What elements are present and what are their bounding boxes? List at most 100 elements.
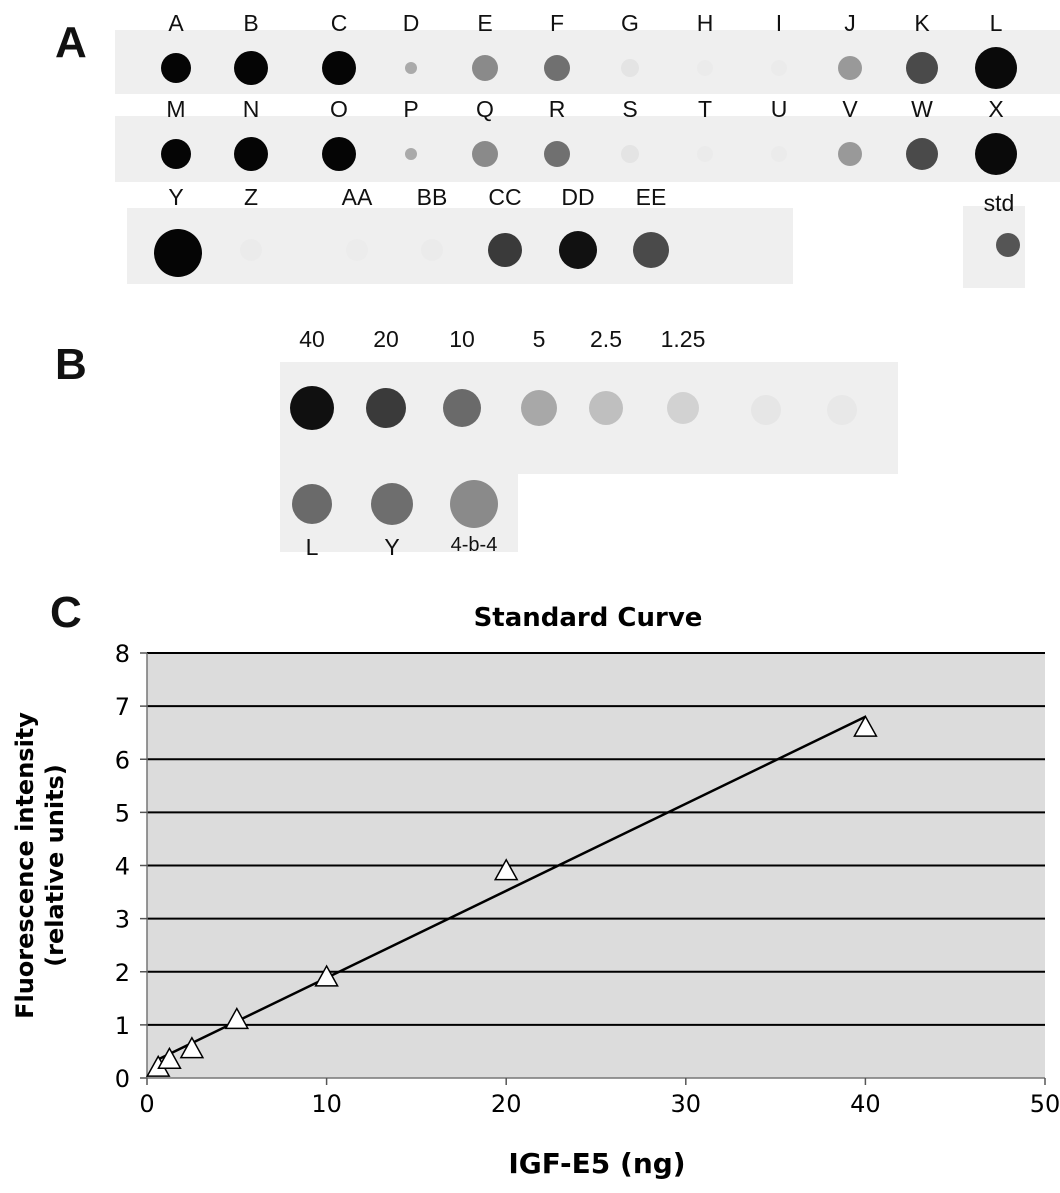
blot-a-label: L <box>989 10 1003 36</box>
blot-a-label: M <box>166 96 186 122</box>
blot-b-sample-dot <box>450 480 498 528</box>
x-tick-label: 50 <box>1030 1090 1060 1118</box>
y-tick-label: 1 <box>115 1012 130 1040</box>
blot-b-dilution-dot <box>443 389 481 427</box>
blot-a-label: C <box>330 10 348 36</box>
blot-a-dot <box>488 233 522 267</box>
blot-b-dilution-label: 2.5 <box>590 326 622 352</box>
blot-a-label: R <box>548 96 566 122</box>
blot-b-sample-label: Y <box>384 534 400 560</box>
blot-a-label: B <box>243 10 259 36</box>
y-tick-label: 8 <box>115 640 130 668</box>
blot-a-dot <box>697 146 713 162</box>
y-tick-label: 3 <box>115 906 130 934</box>
blot-b-dilution-label: 1.25 <box>660 326 706 352</box>
blot-a-dot <box>544 55 570 81</box>
blot-a-dot <box>240 239 262 261</box>
blot-b-dilution-label: 20 <box>373 326 399 352</box>
blot-a-dot <box>771 146 787 162</box>
blot-b-dilution-label: 10 <box>449 326 475 352</box>
panel-c-letter: C <box>50 588 82 637</box>
blot-a-std-dot <box>996 233 1020 257</box>
blot-a-strip-3 <box>127 208 793 284</box>
blot-a-dot <box>405 62 417 74</box>
blot-a-dot <box>472 55 498 81</box>
blot-a-label: O <box>330 96 348 122</box>
blot-a-dot <box>633 232 669 268</box>
blot-a-dot <box>421 239 443 261</box>
y-tick-label: 5 <box>115 799 130 827</box>
blot-a-dot <box>621 59 639 77</box>
blot-a-dot <box>154 229 202 277</box>
y-axis-label: Fluorescence intensity(relative units) <box>11 712 69 1019</box>
blot-a-label: Q <box>476 96 494 122</box>
blot-a-label: H <box>696 10 714 36</box>
panel-b-letter: B <box>55 340 87 389</box>
chart-title: Standard Curve <box>474 603 703 633</box>
blot-b-dilution-dot <box>290 386 334 430</box>
panel-a-letter: A <box>55 18 87 67</box>
blot-a-label: G <box>621 10 639 36</box>
trendline <box>157 715 866 1061</box>
data-point <box>224 1007 250 1030</box>
y-tick-label: 7 <box>115 693 130 721</box>
data-point <box>157 1046 182 1069</box>
blot-a-dot <box>161 53 191 83</box>
y-tick-label: 4 <box>115 853 130 881</box>
y-tick-label: 6 <box>115 746 130 774</box>
blot-a-dot <box>838 56 862 80</box>
standard-curve-chart: 0 1 2 3 4 5 6 7 8 0 10 20 30 40 50 Standard Curve IGF-… <box>11 603 1060 1180</box>
x-tick-label: 10 <box>311 1090 342 1118</box>
blot-a-label: K <box>914 10 930 36</box>
blot-a-dot <box>322 137 356 171</box>
blot-a-label: P <box>403 96 419 122</box>
blot-b-dilution-dot <box>589 391 623 425</box>
blot-a-label: AA <box>341 184 373 210</box>
blot-a-label: N <box>242 96 260 122</box>
blot-a-label: F <box>549 10 565 36</box>
x-tick-label: 20 <box>491 1090 522 1118</box>
blot-a-dot <box>621 145 639 163</box>
blot-a-dot <box>234 137 268 171</box>
y-tick-label: 2 <box>115 959 130 987</box>
y-axis-label-line-1: Fluorescence intensity <box>11 712 39 1019</box>
data-point <box>853 714 878 737</box>
blot-a-dot <box>906 52 938 84</box>
blot-a-label: A <box>168 10 184 36</box>
blot-a-label: DD <box>561 184 595 210</box>
blot-a-dot <box>771 60 787 76</box>
blot-a-dot <box>697 60 713 76</box>
blot-a-label: S <box>622 96 638 122</box>
blot-a-label: T <box>697 96 713 122</box>
blot-b-sample-dot <box>371 483 413 525</box>
y-tick-label: 0 <box>115 1065 130 1093</box>
blot-a-dot <box>234 51 268 85</box>
blot-a-dot <box>838 142 862 166</box>
x-tick-label: 0 <box>139 1090 154 1118</box>
blot-a-dot <box>161 139 191 169</box>
blot-a-label: BB <box>416 184 448 210</box>
data-point <box>493 858 519 881</box>
blot-a-dot <box>559 231 597 269</box>
blot-a-label: Y <box>168 184 184 210</box>
blot-a-std-label: std <box>983 190 1015 216</box>
blot-a-dot <box>544 141 570 167</box>
blot-a-label: E <box>477 10 493 36</box>
blot-b-faint-dot <box>827 395 857 425</box>
blot-a-label: I <box>775 10 783 36</box>
blot-a-dot <box>472 141 498 167</box>
blot-a-label: J <box>844 10 856 36</box>
blot-b-dilution-label: 5 <box>532 326 546 352</box>
blot-a-dot <box>975 133 1017 175</box>
blot-a-label: D <box>402 10 420 36</box>
blot-a-strip-1 <box>115 30 1060 94</box>
blot-b-sample-label: 4-b-4 <box>450 534 498 556</box>
blot-a-label: EE <box>635 184 667 210</box>
blot-b-dilution-dot <box>366 388 406 428</box>
data-point <box>179 1036 205 1059</box>
blot-b-sample-dot <box>292 484 332 524</box>
y-axis-label-line-2: (relative units) <box>41 764 69 967</box>
blot-b-dilution-label: 40 <box>299 326 325 352</box>
blot-b-dilution-dot <box>667 392 699 424</box>
blot-a-label: Z <box>243 184 259 210</box>
